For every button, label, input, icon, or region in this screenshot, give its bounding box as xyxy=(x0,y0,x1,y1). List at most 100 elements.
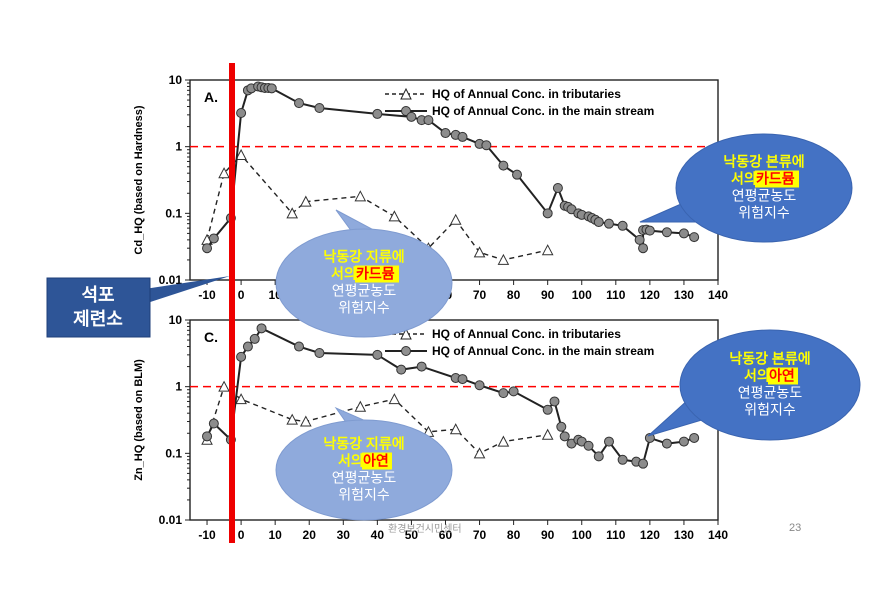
callout-bubble xyxy=(275,228,453,338)
main-stream-point xyxy=(678,436,689,447)
series-line xyxy=(206,385,548,455)
callout-line1: 낙동강 본류에 xyxy=(723,154,804,170)
callout-highlight-word: 카드뮴 xyxy=(356,266,395,282)
callout-highlight-word: 아연 xyxy=(769,368,795,384)
y-tick-label: 0.01 xyxy=(159,513,183,527)
x-tick-label: -10 xyxy=(198,288,216,302)
smelter-label-text: 제련소 xyxy=(73,309,123,329)
callout-line2-prefix: 서의 xyxy=(731,171,757,187)
x-tick-label: 100 xyxy=(572,528,592,542)
main-stream-point xyxy=(294,341,305,352)
x-tick-label: 110 xyxy=(606,528,626,542)
highlight-mark xyxy=(362,452,392,470)
main-stream-point xyxy=(617,454,628,465)
chart-panel-a: 0.010.1110-10010203040506070809010011012… xyxy=(133,73,728,302)
callout-bubble xyxy=(675,133,853,243)
main-stream-point xyxy=(603,436,614,447)
y-tick-label: 1 xyxy=(175,140,182,154)
main-stream-point xyxy=(256,323,267,334)
main-stream-point xyxy=(512,169,523,180)
x-tick-label: 100 xyxy=(572,288,592,302)
callout-line2-prefix: 서의 xyxy=(744,368,770,384)
callout-highlight-word: 아연 xyxy=(363,453,389,469)
main-stream-point xyxy=(603,218,614,229)
callout-line4: 위험지수 xyxy=(744,402,796,418)
y-axis-label: Zn_HQ (based on BLM) xyxy=(133,359,145,481)
main-stream-point xyxy=(294,98,305,109)
legend-label: HQ of Annual Conc. in tributaries xyxy=(432,87,621,101)
callout-line1: 낙동강 본류에 xyxy=(729,351,810,367)
tributary-point xyxy=(388,393,401,405)
x-tick-label: 130 xyxy=(674,528,694,542)
x-tick-label: 70 xyxy=(473,288,487,302)
main-stream-point xyxy=(416,361,427,372)
x-tick-label: 90 xyxy=(541,288,555,302)
main-stream-point xyxy=(457,374,468,385)
legend-label: HQ of Annual Conc. in the main stream xyxy=(432,104,654,118)
x-tick-label: 20 xyxy=(303,528,317,542)
main-stream-point xyxy=(593,217,604,228)
main-stream-point xyxy=(314,103,325,114)
smelter-location-line xyxy=(229,63,235,543)
x-tick-label: 10 xyxy=(268,528,282,542)
callout-line4: 위험지수 xyxy=(338,487,390,503)
main-stream-point xyxy=(552,182,563,193)
main-stream-point xyxy=(249,333,260,344)
main-stream-point xyxy=(678,228,689,239)
main-stream-point xyxy=(556,421,567,432)
main-stream-point xyxy=(542,404,553,415)
x-tick-label: 130 xyxy=(674,288,694,302)
tributary-point xyxy=(235,148,247,160)
main-stream-point xyxy=(638,458,649,469)
tributary-point xyxy=(286,207,299,219)
main-stream-point xyxy=(634,234,645,245)
tributary-point xyxy=(235,393,247,405)
callout-line4: 위험지수 xyxy=(338,300,390,316)
x-tick-label: 90 xyxy=(541,528,555,542)
callout-line3: 연평균농도 xyxy=(738,385,803,401)
main-stream-point xyxy=(644,432,655,443)
main-stream-point xyxy=(638,243,649,254)
tributary-point xyxy=(299,415,312,427)
main-stream-point xyxy=(661,227,672,238)
x-tick-label: 140 xyxy=(708,288,728,302)
callout-bubble xyxy=(679,329,861,441)
y-tick-label: 0.01 xyxy=(159,273,183,287)
tributary-point xyxy=(218,167,230,179)
legend-marker-triangle xyxy=(400,327,412,340)
series-line xyxy=(206,153,548,261)
legend-marker-circle xyxy=(401,346,411,356)
x-tick-label: 120 xyxy=(640,288,660,302)
callout-line2-prefix: 서의 xyxy=(331,266,357,282)
callout-line1: 낙동강 지류에 xyxy=(323,249,404,265)
callout-line4: 위험지수 xyxy=(738,205,790,221)
callout-line1: 낙동강 지류에 xyxy=(323,436,404,452)
callout-line3: 연평균농도 xyxy=(732,188,797,204)
tributary-point xyxy=(299,195,312,207)
x-tick-label: 0 xyxy=(238,288,245,302)
main-stream-point xyxy=(314,347,325,358)
tributary-point xyxy=(541,428,554,440)
main-stream-point xyxy=(202,431,213,442)
y-tick-label: 0.1 xyxy=(165,206,182,220)
main-stream-point xyxy=(202,243,213,254)
x-tick-label: 120 xyxy=(640,528,660,542)
y-axis-label: Cd_HQ (based on Hardness) xyxy=(133,105,145,254)
highlight-mark xyxy=(768,367,798,385)
x-tick-label: 60 xyxy=(439,528,453,542)
x-tick-label: 110 xyxy=(606,288,626,302)
x-tick-label: 50 xyxy=(405,528,419,542)
main-stream-point xyxy=(396,364,407,375)
x-tick-label: 70 xyxy=(473,528,487,542)
page-number: 23 xyxy=(789,522,802,534)
legend-marker-triangle xyxy=(400,87,412,100)
x-tick-label: 140 xyxy=(708,528,728,542)
main-stream-point xyxy=(583,440,594,451)
main-stream-point xyxy=(423,115,434,126)
main-stream-point xyxy=(372,349,383,360)
